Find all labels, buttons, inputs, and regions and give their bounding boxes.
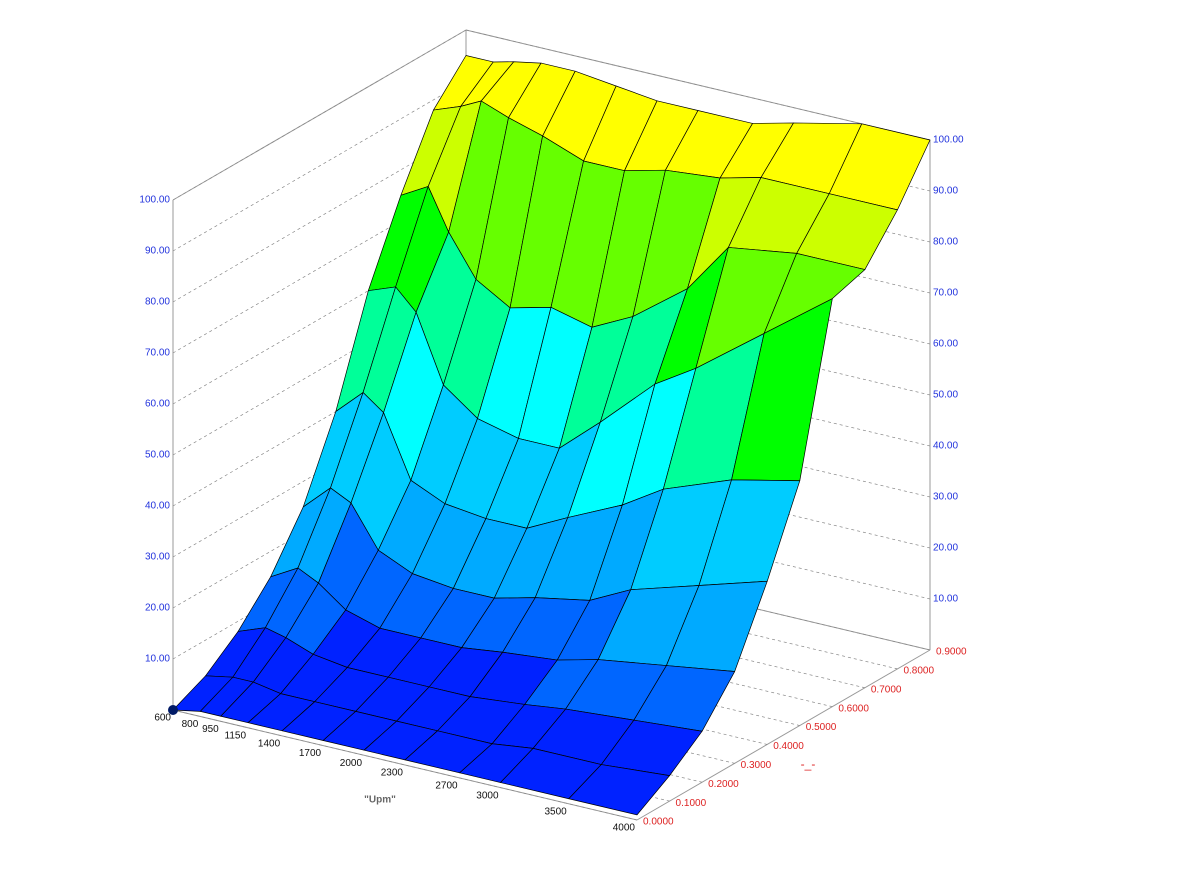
grid-line <box>172 29 467 201</box>
origin-marker <box>168 705 178 715</box>
z-tick-label: 100.00 <box>139 195 170 206</box>
x-tick-label: 2000 <box>340 758 363 769</box>
y-tick-label: 0.7000 <box>871 684 902 695</box>
z-tick-label: 20.00 <box>145 603 170 614</box>
labels: 10.00 10.00 20.00 20.00 30.00 30.00 40.00 40.00… <box>139 135 967 834</box>
y-tick-label: 0.1000 <box>676 798 707 809</box>
x-tick-label: 3500 <box>545 806 568 817</box>
y-tick-label: 0.2000 <box>708 779 739 790</box>
y-tick-label: 0.8000 <box>903 666 934 677</box>
y-tick-label: 0.9000 <box>936 647 967 658</box>
y-tick-label: 0.6000 <box>838 703 869 714</box>
x-tick-label: 950 <box>202 724 219 735</box>
x-tick-label: 3000 <box>476 790 499 801</box>
z-tick-label: 10.00 <box>145 654 170 665</box>
z-tick-label: 100.00 <box>933 135 964 146</box>
x-tick-label: 1700 <box>299 748 322 759</box>
z-tick-label: 60.00 <box>933 339 958 350</box>
z-tick-label: 80.00 <box>145 297 170 308</box>
z-tick-label: 50.00 <box>145 450 170 461</box>
x-tick-label: 1150 <box>225 730 247 741</box>
z-tick-label: 30.00 <box>933 492 958 503</box>
x-tick-label: 2300 <box>381 768 404 779</box>
z-tick-label: 70.00 <box>145 348 170 359</box>
y-tick-label: 0.5000 <box>806 722 837 733</box>
z-tick-label: 80.00 <box>933 237 958 248</box>
z-tick-label: 30.00 <box>145 552 170 563</box>
y-tick-label: 0.0000 <box>643 817 674 828</box>
surface-cell <box>568 764 670 816</box>
z-tick-label: 60.00 <box>145 399 170 410</box>
y-axis-title: -_- <box>801 757 816 771</box>
x-tick-label: 2700 <box>435 781 458 792</box>
x-tick-label: 800 <box>182 719 199 730</box>
y-tick-label: 0.4000 <box>773 741 804 752</box>
grid-line <box>172 80 467 252</box>
z-tick-label: 40.00 <box>145 501 170 512</box>
z-tick-label: 40.00 <box>933 441 958 452</box>
y-tick-label: 0.3000 <box>741 760 772 771</box>
x-axis-title: "Upm" <box>364 795 396 806</box>
x-tick-label: 600 <box>154 713 171 724</box>
x-tick-label: 1400 <box>258 739 281 750</box>
grid-line <box>465 29 931 141</box>
z-tick-label: 90.00 <box>145 246 170 257</box>
z-tick-label: 20.00 <box>933 543 958 554</box>
z-tick-label: 50.00 <box>933 390 958 401</box>
z-tick-label: 10.00 <box>933 594 958 605</box>
z-tick-label: 90.00 <box>933 186 958 197</box>
axis-frame <box>636 649 931 821</box>
z-tick-label: 70.00 <box>933 288 958 299</box>
surface <box>172 55 931 816</box>
x-tick-label: 4000 <box>613 823 636 834</box>
grid-line <box>172 709 638 821</box>
